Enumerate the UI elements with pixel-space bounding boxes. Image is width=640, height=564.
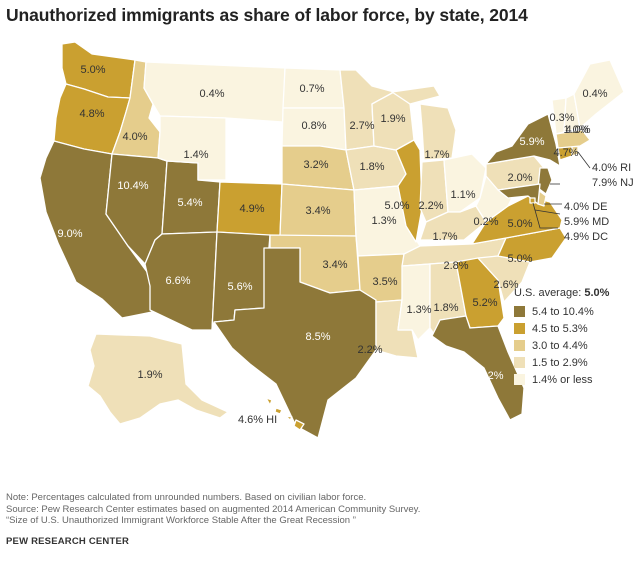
label-wi: 1.9% [380,113,405,125]
state-ky[interactable] [419,205,487,241]
label-tx: 8.5% [305,331,330,343]
state-hi[interactable] [265,397,305,431]
label-ri: 4.0% RI [592,162,631,174]
state-ms[interactable] [397,263,431,341]
legend-label: 1.4% or less [532,373,593,386]
label-mn: 2.7% [349,120,374,132]
label-sc: 2.6% [493,279,518,291]
source-text: Source: Pew Research Center estimates ba… [6,503,421,515]
label-mt: 0.4% [199,88,224,100]
legend-item-1: 5.4 to 10.4% [514,303,609,320]
label-ut: 5.4% [177,197,202,209]
notes: Note: Percentages calculated from unroun… [6,492,420,527]
state-ma[interactable] [555,129,591,149]
us-state-map: 5.0% 4.8% 9.0% 4.0% 10.4% 5.4% 6.6% 0.4% 1.4% 4.9… [39,41,634,439]
label-la: 2.2% [357,344,382,356]
report-text: “Size of U.S. Unauthorized Immigrant Wor… [6,515,356,526]
label-nh: 1.0% [563,124,588,136]
state-dc[interactable] [529,197,536,204]
label-wa: 5.0% [80,64,105,76]
legend-item-3: 3.0 to 4.4% [514,337,609,354]
legend-label: 1.5 to 2.9% [532,356,588,369]
leader-ri [577,151,591,169]
label-me: 0.4% [582,88,607,100]
brand-logo: PEW RESEARCH CENTER [6,536,130,547]
legend-label: 3.0 to 4.4% [532,339,588,352]
legend-label: 4.5 to 5.3% [532,322,588,335]
label-nc: 5.0% [507,253,532,265]
label-ms: 1.3% [406,304,431,316]
legend-swatch [514,323,525,334]
legend-item-2: 4.5 to 5.3% [514,320,609,337]
legend-swatch [514,340,525,351]
label-ma: 4.0% [565,124,590,136]
label-de: 4.0% DE [564,201,607,213]
label-ok: 3.4% [322,259,347,271]
legend-title-prefix: U.S. average: [514,287,585,299]
state-fl[interactable] [431,315,525,421]
label-nm: 5.6% [227,281,252,293]
label-or: 4.8% [79,108,104,120]
label-ca: 9.0% [57,228,82,240]
label-ar: 3.5% [372,276,397,288]
map-title: Unauthorized immigrants as share of labo… [6,5,528,25]
label-ct: 4.7% [553,147,578,159]
legend-item-4: 1.5 to 2.9% [514,354,609,371]
label-nj: 7.9% NJ [592,177,634,189]
label-mo: 1.3% [371,215,396,227]
state-wy[interactable] [157,115,227,181]
label-al: 1.8% [433,302,458,314]
label-dc: 4.9% DC [564,231,608,243]
state-in[interactable] [419,159,449,223]
state-ak[interactable] [87,333,229,425]
label-md: 5.9% MD [564,216,609,228]
label-oh: 1.1% [450,189,475,201]
legend: U.S. average: 5.0% 5.4 to 10.4% 4.5 to 5.… [514,287,609,388]
label-co: 4.9% [239,203,264,215]
label-wv: 0.2% [473,216,498,228]
label-ak: 1.9% [137,369,162,381]
legend-title-value: 5.0% [584,287,610,299]
label-sd: 0.8% [301,120,326,132]
label-in: 2.2% [418,200,443,212]
label-ne: 3.2% [303,159,328,171]
legend-swatch [514,374,525,385]
label-hi: 4.6% HI [238,414,277,426]
label-az: 6.6% [165,275,190,287]
label-ny: 5.9% [519,136,544,148]
legend-title: U.S. average: 5.0% [514,287,609,299]
legend-swatch [514,357,525,368]
label-pa: 2.0% [507,172,532,184]
label-ga: 5.2% [472,297,497,309]
label-il: 5.0% [384,200,409,212]
leader-md [534,209,561,215]
label-ks: 3.4% [305,205,330,217]
label-tn: 2.8% [443,260,468,272]
legend-item-5: 1.4% or less [514,371,609,388]
label-va: 5.0% [507,218,532,230]
label-ky: 1.7% [432,231,457,243]
state-ny[interactable] [485,113,561,167]
label-nd: 0.7% [299,83,324,95]
legend-swatch [514,306,525,317]
leader-dc [532,202,558,229]
state-tx[interactable] [213,247,377,439]
label-fl: 6.2% [478,370,503,382]
label-ia: 1.8% [359,161,384,173]
label-id: 4.0% [122,131,147,143]
legend-label: 5.4 to 10.4% [532,305,594,318]
note-text: Note: Percentages calculated from unroun… [6,492,367,503]
label-wy: 1.4% [183,149,208,161]
label-nv: 10.4% [117,180,148,192]
state-il[interactable] [395,139,423,243]
label-vt: 0.3% [549,112,574,124]
label-mi: 1.7% [424,149,449,161]
state-me[interactable] [573,59,625,129]
state-nj[interactable] [537,167,553,195]
